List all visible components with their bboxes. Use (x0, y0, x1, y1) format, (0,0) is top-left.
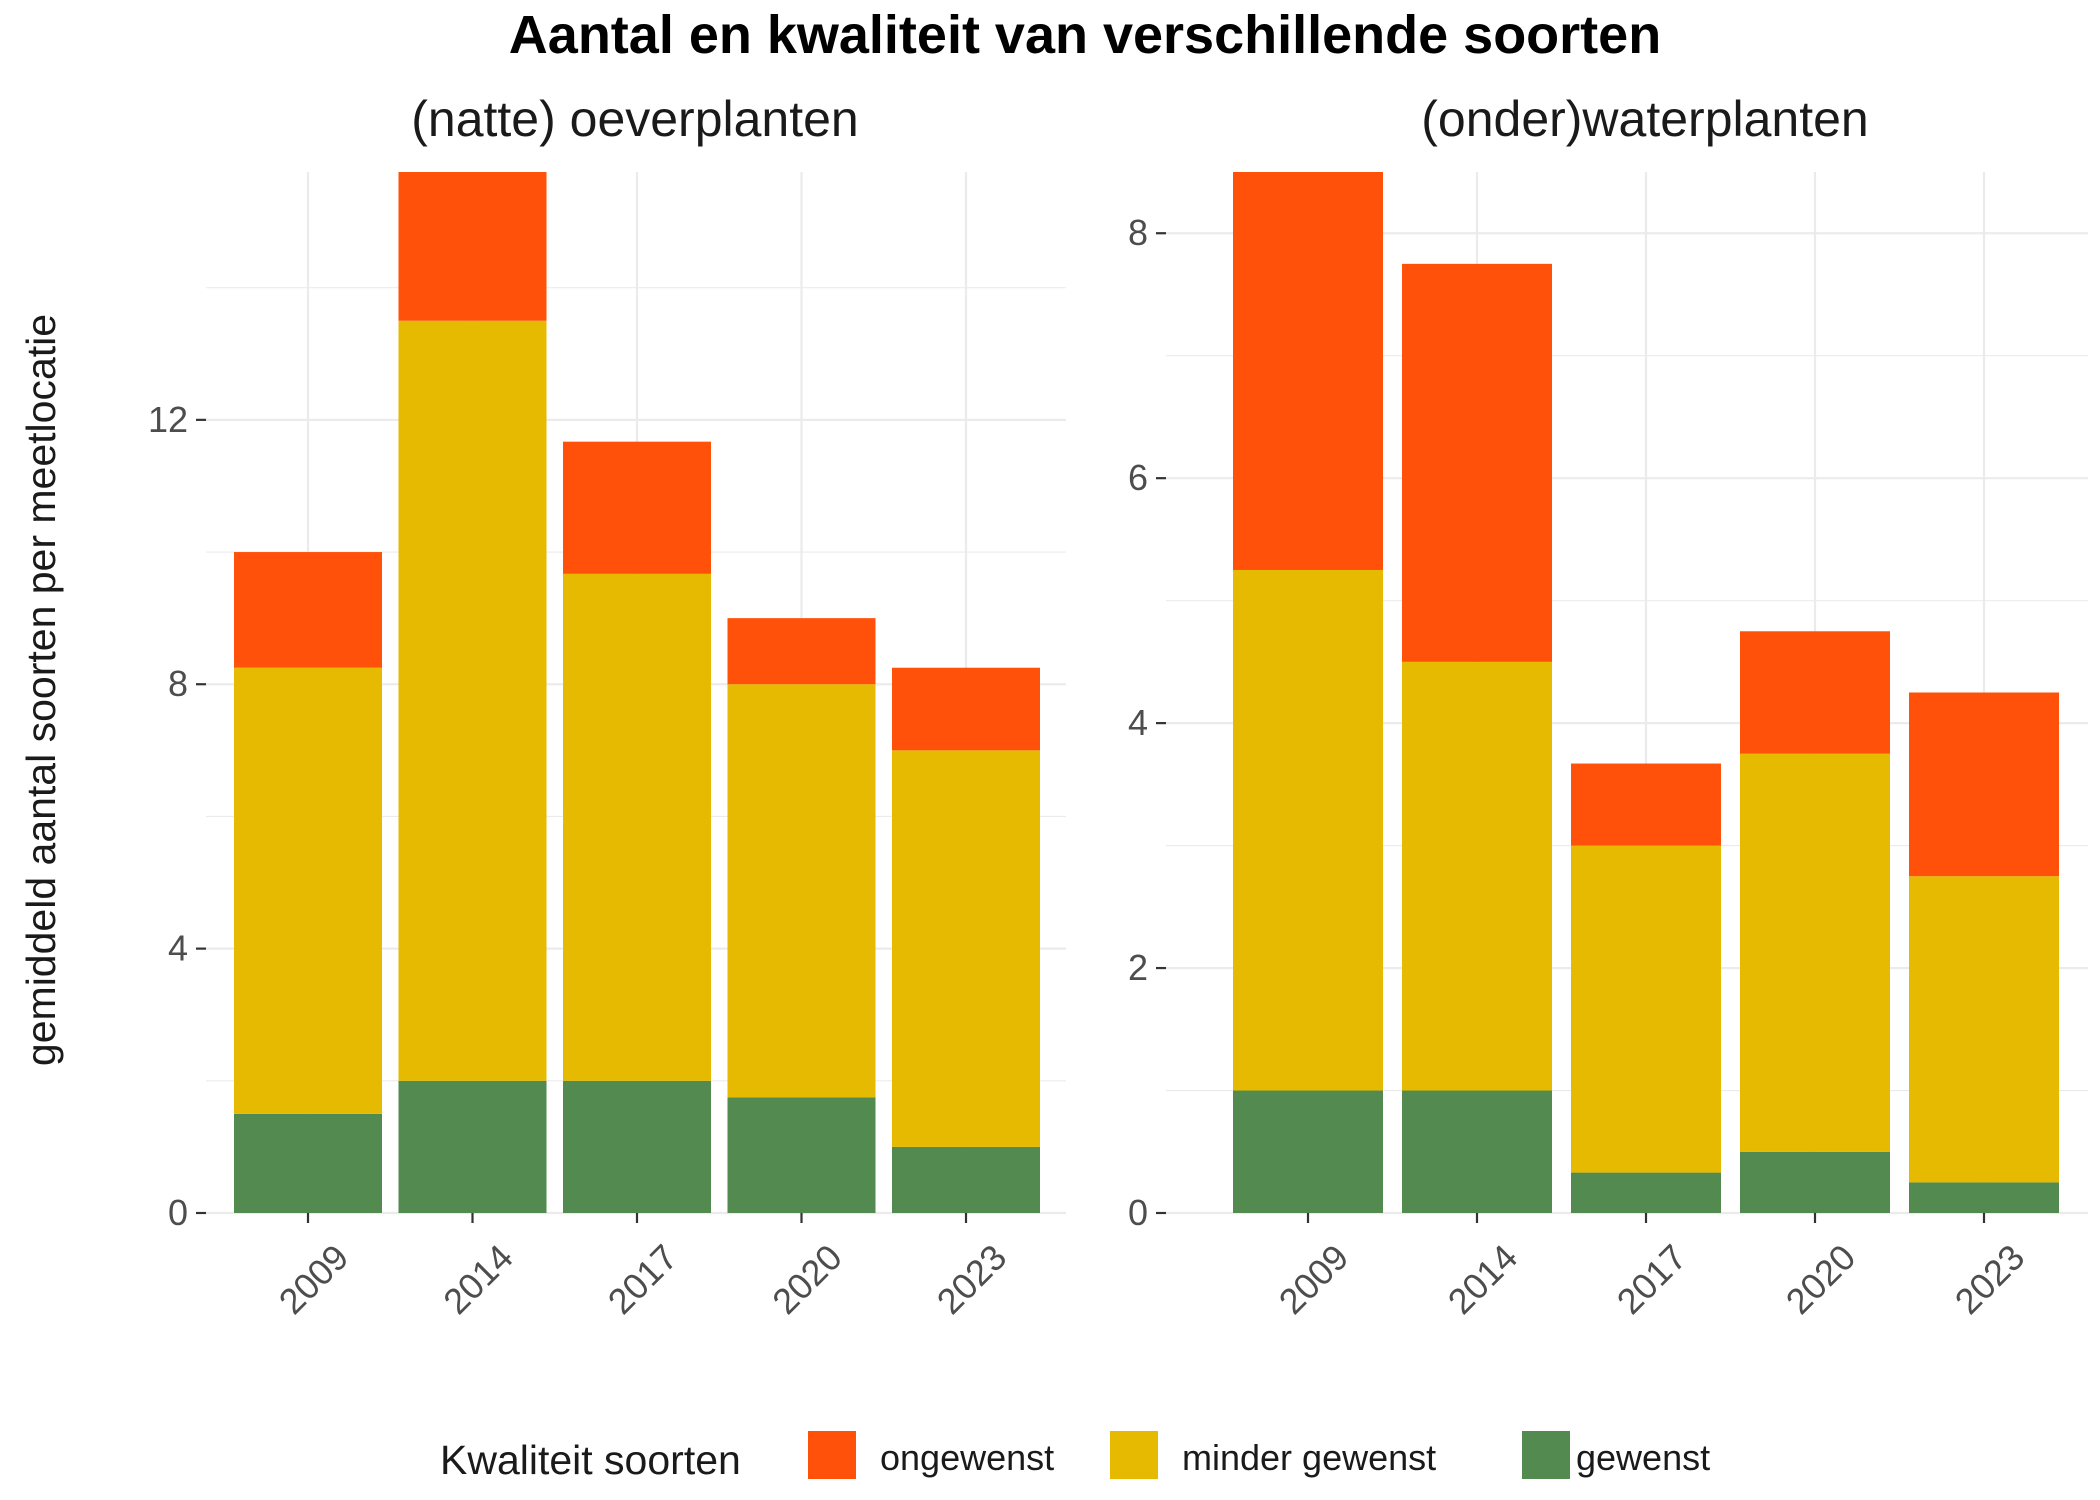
bar-minder-gewenst-2009 (1233, 570, 1383, 1091)
bar-ongewenst-2014 (398, 172, 547, 321)
bar-ongewenst-2017 (563, 441, 711, 574)
bar-minder-gewenst-2017 (563, 573, 711, 1081)
bar-gewenst-2020 (727, 1097, 876, 1213)
panel-left-subtitle: (natte) oeverplanten (411, 91, 859, 147)
legend-key-gewenst (1522, 1431, 1570, 1479)
x-tick-label: 2020 (764, 1236, 850, 1322)
bar-minder-gewenst-2014 (1402, 661, 1552, 1091)
bar-minder-gewenst-2017 (1571, 845, 1721, 1173)
y-axis-label: gemiddeld aantal soorten per meetlocatie (18, 314, 64, 1066)
bar-minder-gewenst-2020 (727, 684, 876, 1098)
bar-ongewenst-2017 (1571, 763, 1721, 846)
panel-left-x-axis: 2009 2014 2017 2020 2023 (271, 1213, 1015, 1322)
bar-ongewenst-2020 (1740, 631, 1890, 754)
y-tick-label: 2 (1128, 947, 1148, 988)
y-tick-label: 4 (168, 928, 188, 969)
y-tick-label: 8 (1128, 212, 1148, 253)
legend-key-minder-gewenst (1110, 1431, 1158, 1479)
bar-gewenst-2014 (398, 1080, 547, 1213)
legend-title: Kwaliteit soorten (440, 1437, 741, 1483)
y-tick-label: 0 (1128, 1192, 1148, 1233)
bar-gewenst-2009 (234, 1113, 382, 1213)
bar-ongewenst-2009 (1233, 172, 1383, 571)
bar-gewenst-2017 (563, 1080, 711, 1213)
bar-ongewenst-2023 (1909, 692, 2059, 877)
bar-ongewenst-2009 (234, 552, 382, 668)
x-tick-label: 2009 (1271, 1236, 1357, 1322)
panel-right-y-axis: 0 2 4 6 8 (1128, 212, 1166, 1233)
y-tick-label: 8 (168, 663, 188, 704)
bar-ongewenst-2020 (727, 618, 876, 685)
panel-left-y-axis: 0 4 8 12 (148, 399, 206, 1233)
x-tick-label: 2009 (271, 1236, 357, 1322)
panel-right-x-axis: 2009 2014 2017 2020 2023 (1271, 1213, 2033, 1322)
x-tick-label: 2023 (929, 1236, 1015, 1322)
x-tick-label: 2017 (600, 1236, 686, 1322)
bar-minder-gewenst-2020 (1740, 753, 1890, 1152)
bar-minder-gewenst-2023 (1909, 876, 2059, 1183)
y-tick-label: 6 (1128, 457, 1148, 498)
legend-label-gewenst: gewenst (1576, 1437, 1710, 1478)
panel-right-subtitle: (onder)waterplanten (1421, 91, 1869, 147)
x-tick-label: 2023 (1947, 1236, 2033, 1322)
bar-ongewenst-2014 (1402, 263, 1552, 662)
panel-left-bars (234, 172, 1040, 1213)
legend-key-ongewenst (808, 1431, 856, 1479)
bar-gewenst-2009 (1233, 1090, 1383, 1213)
legend-label-ongewenst: ongewenst (880, 1437, 1054, 1478)
legend-label-minder-gewenst: minder gewenst (1182, 1437, 1436, 1478)
bar-gewenst-2014 (1402, 1090, 1552, 1213)
panel-right-bars (1233, 172, 2059, 1213)
x-tick-label: 2014 (435, 1236, 521, 1322)
x-tick-label: 2017 (1609, 1236, 1695, 1322)
y-tick-label: 4 (1128, 702, 1148, 743)
bar-gewenst-2020 (1740, 1151, 1890, 1213)
bar-ongewenst-2023 (892, 667, 1040, 751)
bar-minder-gewenst-2023 (892, 750, 1040, 1147)
bar-gewenst-2023 (1909, 1182, 2059, 1213)
y-tick-label: 12 (148, 399, 188, 440)
bar-minder-gewenst-2014 (398, 320, 547, 1081)
y-tick-label: 0 (168, 1192, 188, 1233)
chart-title: Aantal en kwaliteit van verschillende so… (509, 5, 1661, 65)
bar-gewenst-2023 (892, 1146, 1040, 1213)
legend: Kwaliteit soorten ongewenst minder gewens… (440, 1431, 1710, 1483)
bar-minder-gewenst-2009 (234, 667, 382, 1114)
x-tick-label: 2020 (1778, 1236, 1864, 1322)
x-tick-label: 2014 (1440, 1236, 1526, 1322)
bar-gewenst-2017 (1571, 1172, 1721, 1213)
